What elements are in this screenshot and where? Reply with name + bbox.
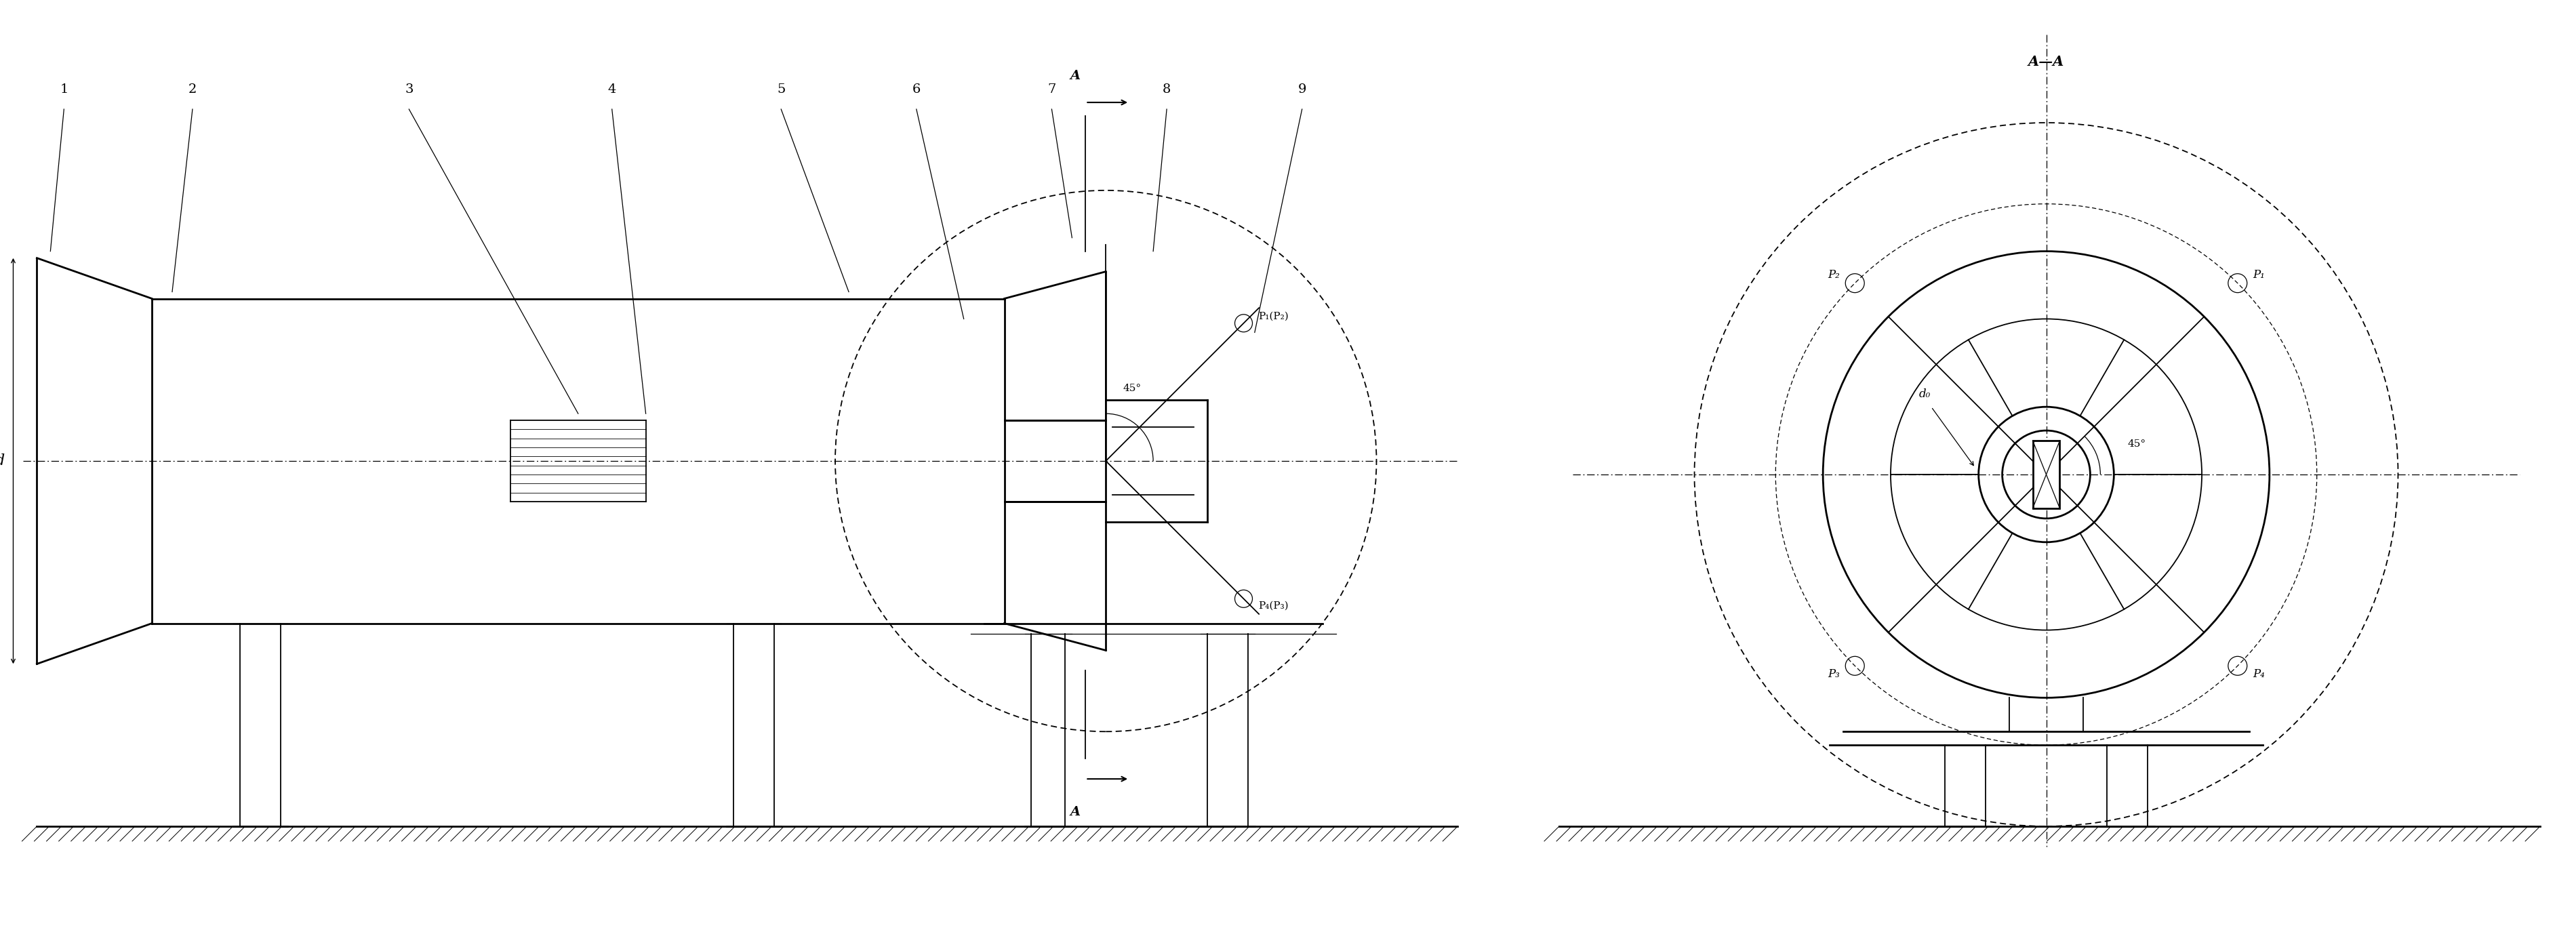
Text: 45°: 45° [1123,383,1141,393]
Text: P₃: P₃ [1829,668,1839,679]
Text: 6: 6 [912,84,920,96]
Bar [2032,440,2061,509]
Text: d: d [0,454,5,469]
Text: 1: 1 [59,84,67,96]
Text: P₁: P₁ [2251,270,2264,281]
Text: P₄: P₄ [2251,668,2264,679]
Text: A—A: A—A [2027,55,2063,68]
Text: P₁(P₂): P₁(P₂) [1260,311,1288,321]
Text: A: A [1069,806,1079,818]
Text: A: A [1069,70,1079,83]
Text: P₄(P₃): P₄(P₃) [1260,601,1288,610]
Text: 5: 5 [778,84,786,96]
Text: d₀: d₀ [1919,388,1929,400]
Text: 2: 2 [188,84,196,96]
Text: 45°: 45° [2128,439,2146,449]
Text: 9: 9 [1298,84,1306,96]
Text: 8: 8 [1162,84,1172,96]
Text: 7: 7 [1048,84,1056,96]
Text: 4: 4 [608,84,616,96]
Text: P₂: P₂ [1829,270,1839,281]
Text: 3: 3 [404,84,412,96]
